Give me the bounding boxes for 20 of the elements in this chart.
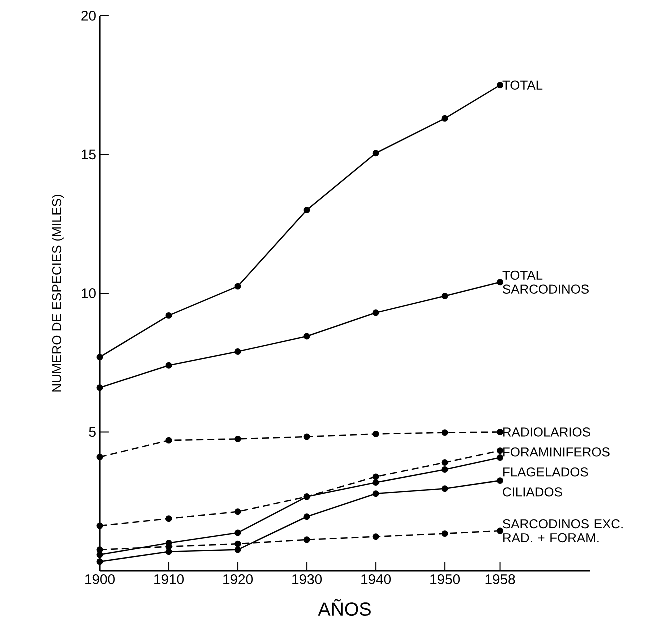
x-tick-label: 1930 xyxy=(292,574,322,584)
x-axis-title: AÑOS xyxy=(318,599,371,616)
x-tick-label: 1940 xyxy=(362,574,392,584)
series-label: FORAMINIFEROS xyxy=(504,448,610,457)
x-tick-label: 1950 xyxy=(430,574,460,584)
y-axis-title: NUMERO DE ESPECIES (MILES) xyxy=(52,194,64,392)
x-tick-label: 1920 xyxy=(224,574,253,584)
series-label: TOTAL SARCODINOS xyxy=(502,270,589,294)
series-label: CILIADOS xyxy=(503,488,562,497)
series-label: SARCODINOS EXC. RAD. + FORAM. xyxy=(503,519,623,543)
y-tick-label: 15 xyxy=(82,150,96,160)
y-tick-label: 5 xyxy=(89,427,96,438)
y-tick-label: 10 xyxy=(82,288,96,298)
x-tick-label: 1910 xyxy=(154,574,184,584)
y-tick-label: 20 xyxy=(82,11,96,21)
series-label: FLAGELADOS xyxy=(504,468,588,477)
series-label: RADIOLARIOS xyxy=(504,428,590,437)
series-label: TOTAL xyxy=(502,80,543,90)
x-tick-label: 1958 xyxy=(486,574,516,584)
x-tick-label: 1900 xyxy=(86,574,115,584)
